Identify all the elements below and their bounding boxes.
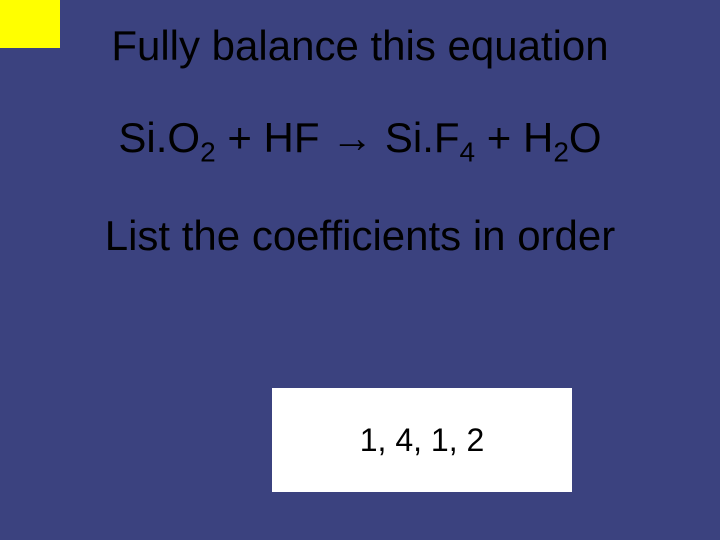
product-2b: O xyxy=(569,114,602,161)
chemical-equation: Si.O2 + HF → Si.F4 + H2O xyxy=(0,114,720,168)
product-1a: Si. xyxy=(385,114,434,161)
plus-2: + xyxy=(475,114,523,161)
product-1b: F xyxy=(434,114,460,161)
reactant-1-sub: 2 xyxy=(200,136,216,167)
plus-1: + xyxy=(216,114,264,161)
product-2-sub: 2 xyxy=(553,136,569,167)
reactant-2: HF xyxy=(264,114,320,161)
product-1-sub: 4 xyxy=(460,136,476,167)
instruction-text: List the coefficients in order xyxy=(0,212,720,260)
product-2a: H xyxy=(523,114,553,161)
answer-text: 1, 4, 1, 2 xyxy=(360,422,485,459)
answer-box: 1, 4, 1, 2 xyxy=(272,388,572,492)
reactant-1a: Si. xyxy=(118,114,167,161)
slide-title: Fully balance this equation xyxy=(0,22,720,70)
slide-content: Fully balance this equation Si.O2 + HF →… xyxy=(0,22,720,260)
reaction-arrow: → xyxy=(320,114,385,161)
reactant-1b: O xyxy=(167,114,200,161)
